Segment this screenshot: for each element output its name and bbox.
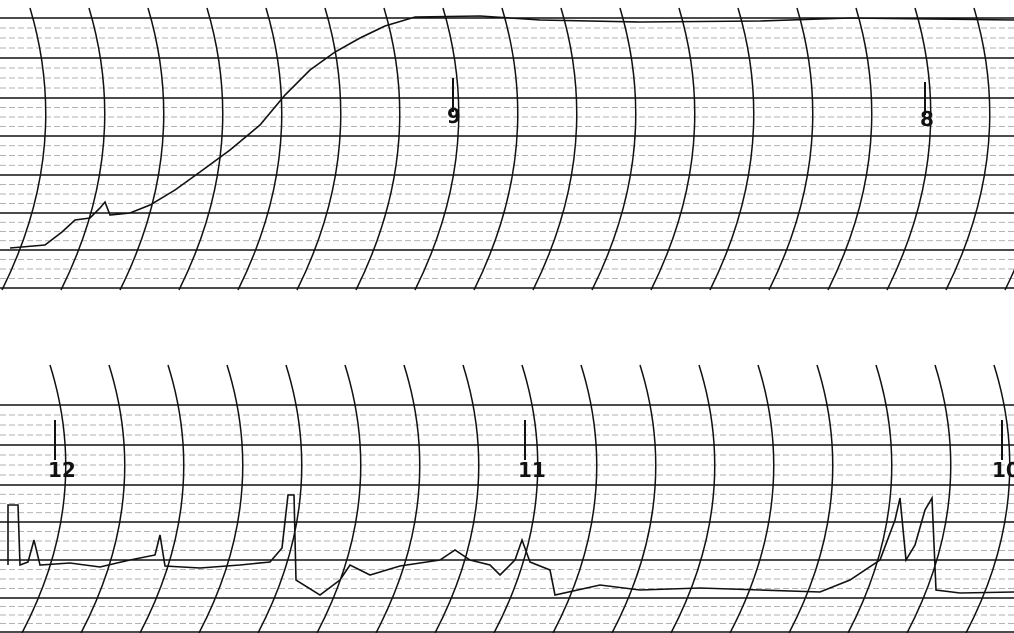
marker-label: 10 <box>992 458 1014 482</box>
time-arc <box>906 364 952 633</box>
markers <box>54 78 1003 460</box>
time-arc <box>611 364 657 633</box>
time-arc <box>139 364 185 633</box>
time-arc <box>827 7 873 291</box>
time-arc <box>788 364 834 633</box>
time-arc <box>178 7 224 291</box>
time-arc <box>80 364 126 633</box>
time-arc <box>237 7 283 291</box>
time-arc <box>493 364 539 633</box>
marker-label: 12 <box>48 458 76 482</box>
marker-label: 9 <box>447 104 461 128</box>
time-arc <box>296 7 342 291</box>
time-arc <box>375 364 421 633</box>
grid <box>0 7 1014 633</box>
time-arc <box>709 7 755 291</box>
marker-label: 8 <box>920 107 934 131</box>
time-arc <box>886 7 932 291</box>
marker-label: 11 <box>518 458 546 482</box>
time-arc <box>847 364 893 633</box>
time-arc <box>414 7 460 291</box>
time-arc <box>945 7 991 291</box>
time-arc <box>198 364 244 633</box>
time-arc <box>1 7 47 291</box>
trace-top <box>9 15 1014 249</box>
time-arc <box>591 7 637 291</box>
time-arc <box>21 364 67 633</box>
time-arc <box>552 364 598 633</box>
trace-bottom <box>7 494 1014 596</box>
time-arc <box>965 364 1011 633</box>
time-arc <box>473 7 519 291</box>
time-arc <box>532 7 578 291</box>
time-arc <box>355 7 401 291</box>
time-arc <box>316 364 362 633</box>
time-arc <box>650 7 696 291</box>
time-arc <box>768 7 814 291</box>
time-arc <box>60 7 106 291</box>
time-arc <box>434 364 480 633</box>
time-arc <box>670 364 716 633</box>
time-arc <box>119 7 165 291</box>
time-arc <box>257 364 303 633</box>
time-arc <box>729 364 775 633</box>
